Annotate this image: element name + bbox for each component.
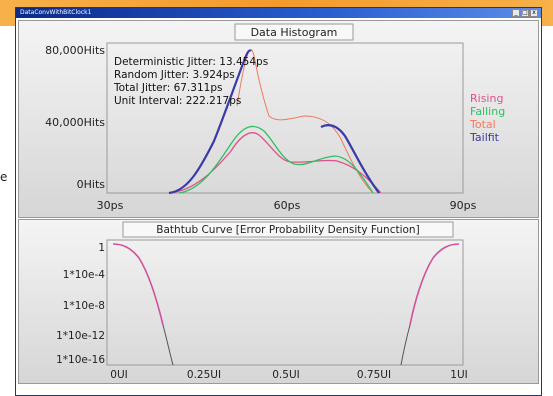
- legend-rising: Rising: [470, 92, 503, 105]
- bathtub-title-box: [122, 221, 454, 238]
- bathtub-plot-area: [106, 239, 464, 366]
- window-title: DataConvWithBitClock1: [20, 9, 92, 16]
- bathtub-x-tick: 0.5UI: [272, 369, 299, 381]
- bathtub-y-tick: 1*10e-12: [56, 330, 105, 342]
- bathtub-x-tick: 0.25UI: [187, 369, 221, 381]
- bathtub-right-curve: [409, 243, 460, 326]
- app-window: DataConvWithBitClock1 _ □ x Data Histogr…: [15, 7, 542, 396]
- bathtub-x-tick: 1UI: [450, 369, 467, 381]
- series-rising-line: [168, 132, 382, 194]
- bathtub-y-tick: 1*10e-16: [56, 354, 105, 366]
- maximize-button[interactable]: □: [521, 9, 529, 17]
- bathtub-x-tick: 0.75UI: [357, 369, 391, 381]
- series-total-line: [236, 49, 374, 194]
- histogram-chart: Data Histogram 80,000Hits 40,000Hits 0Hi…: [45, 23, 505, 212]
- status-bar: [18, 385, 539, 395]
- bathtub-title: Bathtub Curve [Error Probability Density…: [156, 224, 419, 236]
- histogram-y-tick: 80,000Hits: [45, 44, 105, 57]
- histogram-x-tick: 30ps: [97, 199, 124, 212]
- histogram-y-tick: 0Hits: [77, 178, 106, 191]
- jitter-total: Total Jitter: 67.311ps: [113, 82, 222, 94]
- series-tailfit-left-line: [168, 49, 252, 195]
- series-falling-line: [178, 125, 374, 194]
- legend-total: Total: [469, 118, 496, 131]
- histogram-title: Data Histogram: [251, 26, 338, 39]
- jitter-random: Random Jitter: 3.924ps: [114, 69, 235, 81]
- histogram-x-tick: 60ps: [274, 199, 301, 212]
- histogram-x-tick: 90ps: [450, 199, 477, 212]
- histogram-plot-area: [106, 42, 464, 194]
- jitter-deterministic: Deterministic Jitter: 13.454ps: [114, 56, 268, 68]
- histogram-title-box: [234, 23, 354, 41]
- unit-interval: Unit Interval: 222.217ps: [114, 95, 241, 107]
- histogram-y-tick: 40,000Hits: [45, 116, 105, 129]
- bathtub-left-curve: [112, 243, 164, 326]
- title-bar: DataConvWithBitClock1 _ □ x: [16, 8, 541, 18]
- bathtub-chart: Bathtub Curve [Error Probability Density…: [56, 221, 468, 381]
- legend-falling: Falling: [470, 105, 505, 118]
- minimize-button[interactable]: _: [512, 9, 520, 17]
- bathtub-y-tick: 1: [98, 242, 105, 254]
- bathtub-y-tick: 1*10e-8: [63, 300, 105, 312]
- legend-tailfit: Tailfit: [469, 131, 500, 144]
- histogram-panel: Data Histogram 80,000Hits 40,000Hits 0Hi…: [18, 20, 539, 218]
- close-button[interactable]: x: [530, 9, 538, 17]
- bathtub-left-tail: [162, 324, 174, 366]
- bathtub-y-tick: 1*10e-4: [63, 269, 106, 281]
- bathtub-x-tick: 0UI: [110, 369, 127, 381]
- window-controls: _ □ x: [512, 9, 538, 17]
- side-text: e: [0, 170, 8, 184]
- bathtub-panel: Bathtub Curve [Error Probability Density…: [18, 219, 539, 384]
- bathtub-right-tail: [400, 324, 411, 366]
- series-tailfit-right-line: [320, 124, 380, 194]
